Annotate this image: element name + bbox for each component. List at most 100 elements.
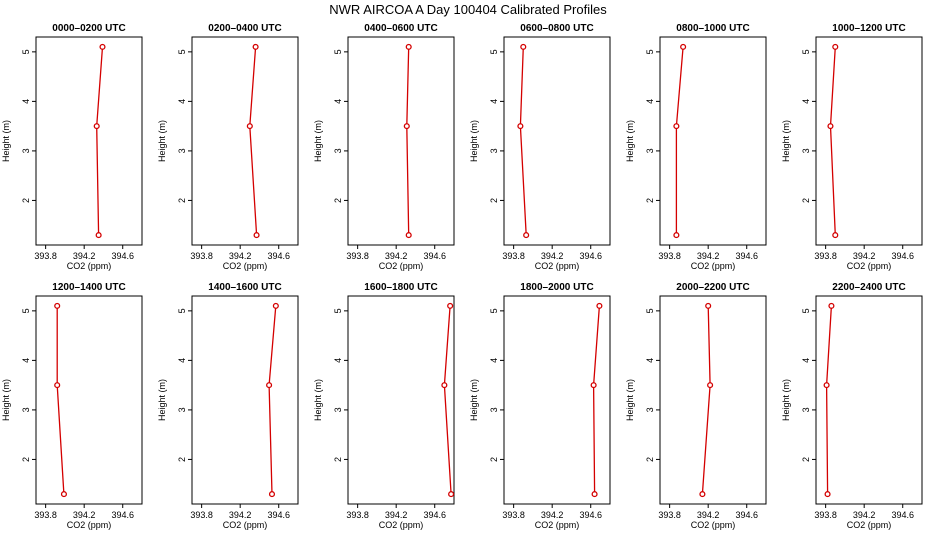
y-tick-label: 4 <box>21 358 31 363</box>
x-tick-label: 394.6 <box>267 251 290 261</box>
y-tick-label: 3 <box>645 148 655 153</box>
x-tick-label: 393.8 <box>502 251 525 261</box>
plot-frame <box>35 295 143 505</box>
y-tick-label: 4 <box>333 99 343 104</box>
y-tick-label: 3 <box>489 148 499 153</box>
x-tick-label: 393.8 <box>34 251 57 261</box>
plot-frame <box>815 295 923 505</box>
x-tick-label: 394.2 <box>697 251 720 261</box>
panel: 1200–1400 UTC 393.8 394.2 394.6 2 3 4 5 CO2 (ppm… <box>1 282 143 530</box>
x-axis-label: CO2 (ppm) <box>847 261 892 271</box>
panel: 0800–1000 UTC 393.8 394.2 394.6 2 3 4 5 CO2 (ppm… <box>625 23 767 271</box>
profile-point <box>673 232 680 239</box>
profile-point <box>680 43 687 50</box>
profile-point <box>699 491 706 498</box>
x-tick-label: 394.6 <box>735 251 758 261</box>
y-tick-label: 2 <box>489 457 499 462</box>
panel-title: 1800–2000 UTC <box>520 282 593 293</box>
profile-line <box>96 46 104 236</box>
y-tick-label: 5 <box>21 49 31 54</box>
profile-line <box>268 305 277 495</box>
y-axis-label: Height (m) <box>781 120 791 162</box>
x-tick-label: 394.2 <box>541 510 564 520</box>
profile-line <box>825 305 833 495</box>
y-tick-label: 5 <box>177 49 187 54</box>
x-axis-label: CO2 (ppm) <box>67 261 112 271</box>
y-tick-label: 2 <box>333 198 343 203</box>
profile-point <box>266 382 273 389</box>
plot-frame <box>815 36 923 246</box>
profile-line <box>829 46 836 236</box>
y-tick-label: 5 <box>177 308 187 313</box>
profile-point <box>403 123 410 130</box>
profile-point <box>824 491 831 498</box>
x-tick-label: 393.8 <box>190 251 213 261</box>
profile-point <box>707 382 714 389</box>
y-tick-label: 3 <box>489 407 499 412</box>
x-tick-label: 394.6 <box>579 251 602 261</box>
y-tick-label: 2 <box>645 198 655 203</box>
profile-point <box>253 232 260 239</box>
y-tick-label: 4 <box>801 99 811 104</box>
y-tick-label: 3 <box>177 148 187 153</box>
y-tick-label: 3 <box>21 407 31 412</box>
panel: 0000–0200 UTC 393.8 394.2 394.6 2 3 4 5 CO2 (ppm… <box>1 23 143 271</box>
profile-point <box>832 43 839 50</box>
y-axis-label: Height (m) <box>1 120 11 162</box>
panel: 2000–2200 UTC 393.8 394.2 394.6 2 3 4 5 CO2 (ppm… <box>625 282 767 530</box>
x-axis-label: CO2 (ppm) <box>535 261 580 271</box>
x-axis-label: CO2 (ppm) <box>67 520 112 530</box>
y-tick-label: 3 <box>645 407 655 412</box>
profile-point <box>99 43 106 50</box>
x-axis-label: CO2 (ppm) <box>223 520 268 530</box>
profile-point <box>93 123 100 130</box>
profile-point <box>252 43 259 50</box>
x-tick-label: 394.2 <box>73 510 96 520</box>
y-tick-label: 5 <box>333 49 343 54</box>
x-tick-label: 394.2 <box>385 251 408 261</box>
y-tick-label: 5 <box>489 49 499 54</box>
y-tick-label: 5 <box>645 308 655 313</box>
x-tick-label: 393.8 <box>34 510 57 520</box>
panel-title: 2000–2200 UTC <box>676 282 749 293</box>
y-tick-label: 3 <box>801 407 811 412</box>
profile-point <box>405 232 412 239</box>
y-axis-label: Height (m) <box>313 120 323 162</box>
x-tick-label: 393.8 <box>502 510 525 520</box>
profile-point <box>268 491 276 498</box>
y-axis-label: Height (m) <box>625 379 635 421</box>
x-tick-label: 394.2 <box>229 510 252 520</box>
panel: 1800–2000 UTC 393.8 394.2 394.6 2 3 4 5 CO2 (ppm… <box>469 282 611 530</box>
x-tick-label: 393.8 <box>814 510 837 520</box>
y-tick-label: 4 <box>489 99 499 104</box>
y-tick-label: 5 <box>645 49 655 54</box>
x-tick-label: 394.2 <box>385 510 408 520</box>
plot-frame <box>503 295 611 505</box>
profile-point <box>590 382 597 389</box>
x-tick-label: 394.6 <box>423 251 446 261</box>
profile-point <box>823 382 830 389</box>
y-tick-label: 3 <box>21 148 31 153</box>
profile-point <box>54 302 61 309</box>
panel-title: 2200–2400 UTC <box>832 282 905 293</box>
x-axis-label: CO2 (ppm) <box>379 261 424 271</box>
profile-point <box>54 382 61 389</box>
panel: 0200–0400 UTC 393.8 394.2 394.6 2 3 4 5 CO2 (ppm… <box>157 23 299 271</box>
profile-line <box>675 46 684 236</box>
panel-title: 0200–0400 UTC <box>208 23 281 34</box>
y-axis-label: Height (m) <box>469 379 479 421</box>
y-axis-label: Height (m) <box>157 379 167 421</box>
profile-point <box>441 382 448 389</box>
panel-title: 1400–1600 UTC <box>208 282 281 293</box>
x-tick-label: 393.8 <box>346 251 369 261</box>
profile-point <box>405 43 412 50</box>
panel: 1400–1600 UTC 393.8 394.2 394.6 2 3 4 5 CO2 (ppm… <box>157 282 299 530</box>
x-tick-label: 393.8 <box>190 510 213 520</box>
x-tick-label: 393.8 <box>658 510 681 520</box>
profile-line <box>443 305 452 495</box>
panel-title: 1000–1200 UTC <box>832 23 905 34</box>
profile-line <box>406 46 410 236</box>
profile-line <box>56 305 65 495</box>
x-axis-label: CO2 (ppm) <box>223 261 268 271</box>
